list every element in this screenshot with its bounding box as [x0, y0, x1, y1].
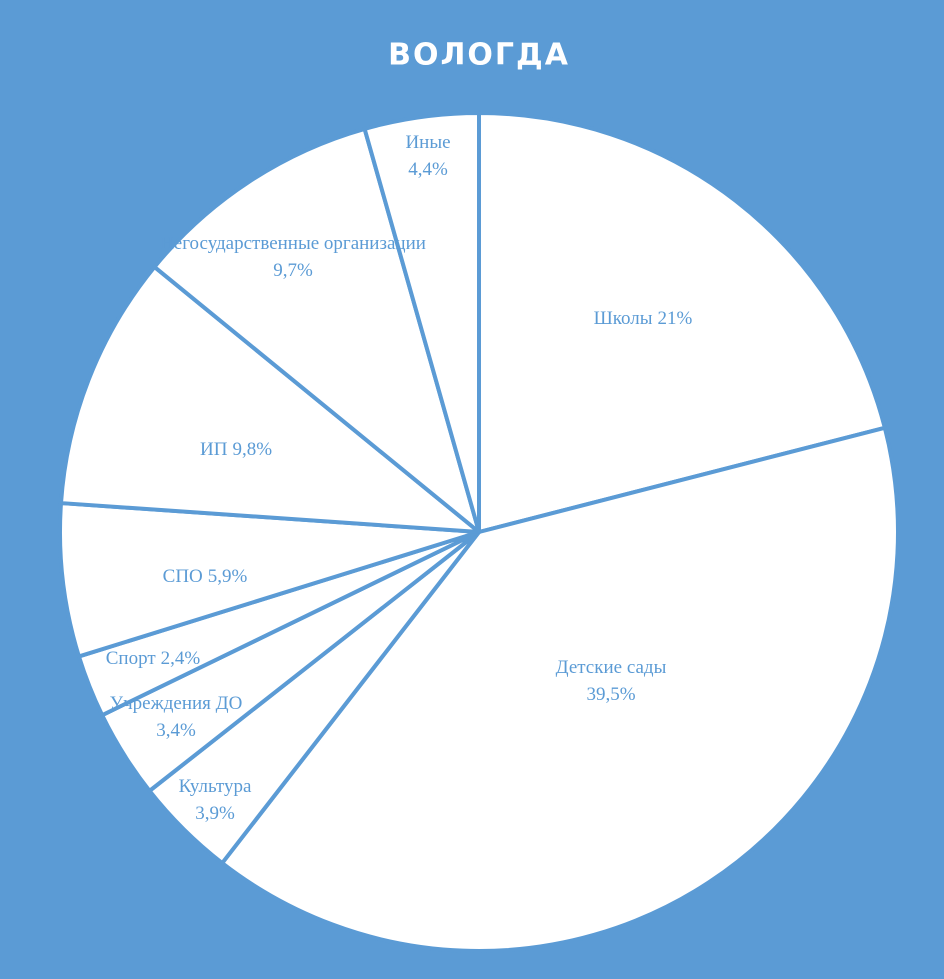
- pie-slice: [220, 425, 900, 953]
- value-label: 21%: [658, 308, 693, 329]
- pie-slice: [152, 126, 481, 534]
- value-label: 3,4%: [156, 720, 196, 741]
- slice-label: Учреждения ДО 3,4%: [110, 693, 243, 741]
- category-label: Негосударственные организации: [160, 233, 426, 254]
- category-label: Детские сады: [556, 657, 667, 678]
- chart-title: ВОЛОГДА: [388, 38, 570, 73]
- value-label: 5,9%: [208, 566, 248, 587]
- slice-label: Иные 4,4%: [405, 132, 450, 180]
- category-label: СПО: [163, 566, 203, 587]
- value-label: 39,5%: [586, 684, 635, 705]
- slice-label: Детские сады 39,5%: [556, 657, 667, 705]
- category-label: Культура: [179, 776, 252, 797]
- category-label: Иные: [405, 132, 450, 153]
- pie-slice: [362, 111, 481, 534]
- value-label: 9,7%: [273, 260, 313, 281]
- category-label: Учреждения ДО: [110, 693, 243, 714]
- pie-slice: [59, 264, 481, 534]
- slice-label: Школы 21%: [594, 308, 693, 329]
- slice-label: СПО 5,9%: [163, 566, 248, 587]
- pie-slice: [477, 111, 887, 534]
- pie-slice: [58, 501, 481, 659]
- category-label: Школы: [594, 308, 653, 329]
- slice-label: Негосударственные организации 9,7%: [160, 233, 426, 281]
- value-label: 3,9%: [195, 803, 235, 824]
- value-label: 2,4%: [161, 648, 201, 669]
- category-label: ИП: [200, 439, 228, 460]
- value-label: 4,4%: [408, 159, 448, 180]
- slice-label: ИП 9,8%: [200, 439, 272, 460]
- value-label: 9,8%: [232, 439, 272, 460]
- slice-label: Спорт 2,4%: [106, 648, 201, 669]
- slice-label: Культура 3,9%: [179, 776, 252, 824]
- category-label: Спорт: [106, 648, 157, 669]
